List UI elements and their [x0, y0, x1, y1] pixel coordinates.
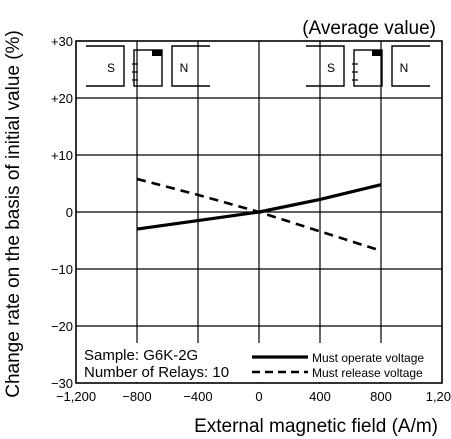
average-note: (Average value) — [302, 18, 436, 39]
x-tick-label: −1,200 — [56, 389, 96, 404]
magnet-label-right-a: S — [327, 61, 335, 75]
series-line-2 — [136, 177, 382, 252]
series-group — [136, 177, 382, 252]
x-axis-label: External magnetic field (A/m) — [194, 416, 438, 437]
magnet-label-right-b: N — [400, 61, 409, 75]
x-tick-label: −400 — [183, 389, 212, 404]
relay-icon-left — [132, 49, 163, 87]
magnet-n-left — [86, 45, 125, 87]
sample-info-box — [78, 343, 440, 382]
magnet-label-left-b: N — [180, 61, 189, 75]
magnet-n-right — [391, 45, 430, 87]
magnet-diagram-right: S N — [306, 45, 430, 87]
magnet-label-left-a: S — [107, 61, 115, 75]
tick-labels: −1,200 −800 −400 0 400 800 1,200 −30 −20 −10 0 +10 +… — [51, 34, 451, 404]
x-tick-label: 800 — [370, 389, 392, 404]
y-tick-label: +30 — [51, 34, 73, 49]
y-axis-label: Change rate on the basis of initial valu… — [3, 30, 24, 398]
x-tick-label: 400 — [309, 389, 331, 404]
sample-line-2: Number of Relays: 10 — [84, 364, 229, 381]
y-tick-label: +10 — [51, 148, 73, 163]
y-tick-label: 0 — [66, 205, 73, 220]
magnet-diagram-left: S N — [86, 45, 210, 87]
y-tick-label: −30 — [51, 376, 73, 391]
x-tick-label: −800 — [122, 389, 151, 404]
magnet-s-left — [171, 45, 210, 87]
y-tick-label: −10 — [51, 262, 73, 277]
magnet-s-right — [306, 45, 345, 87]
x-tick-label: 0 — [255, 389, 262, 404]
relay-icon-right — [352, 49, 383, 87]
x-tick-label: 1,200 — [426, 389, 451, 404]
grid — [76, 41, 442, 383]
sample-line-1: Sample: G6K-2G — [84, 347, 198, 364]
y-tick-label: +20 — [51, 91, 73, 106]
sample-info: Sample: G6K-2G Number of Relays: 10 — [78, 343, 440, 382]
legend-label-1: Must operate voltage — [312, 351, 424, 365]
y-tick-label: −20 — [51, 319, 73, 334]
legend-label-2: Must release voltage — [312, 366, 423, 380]
